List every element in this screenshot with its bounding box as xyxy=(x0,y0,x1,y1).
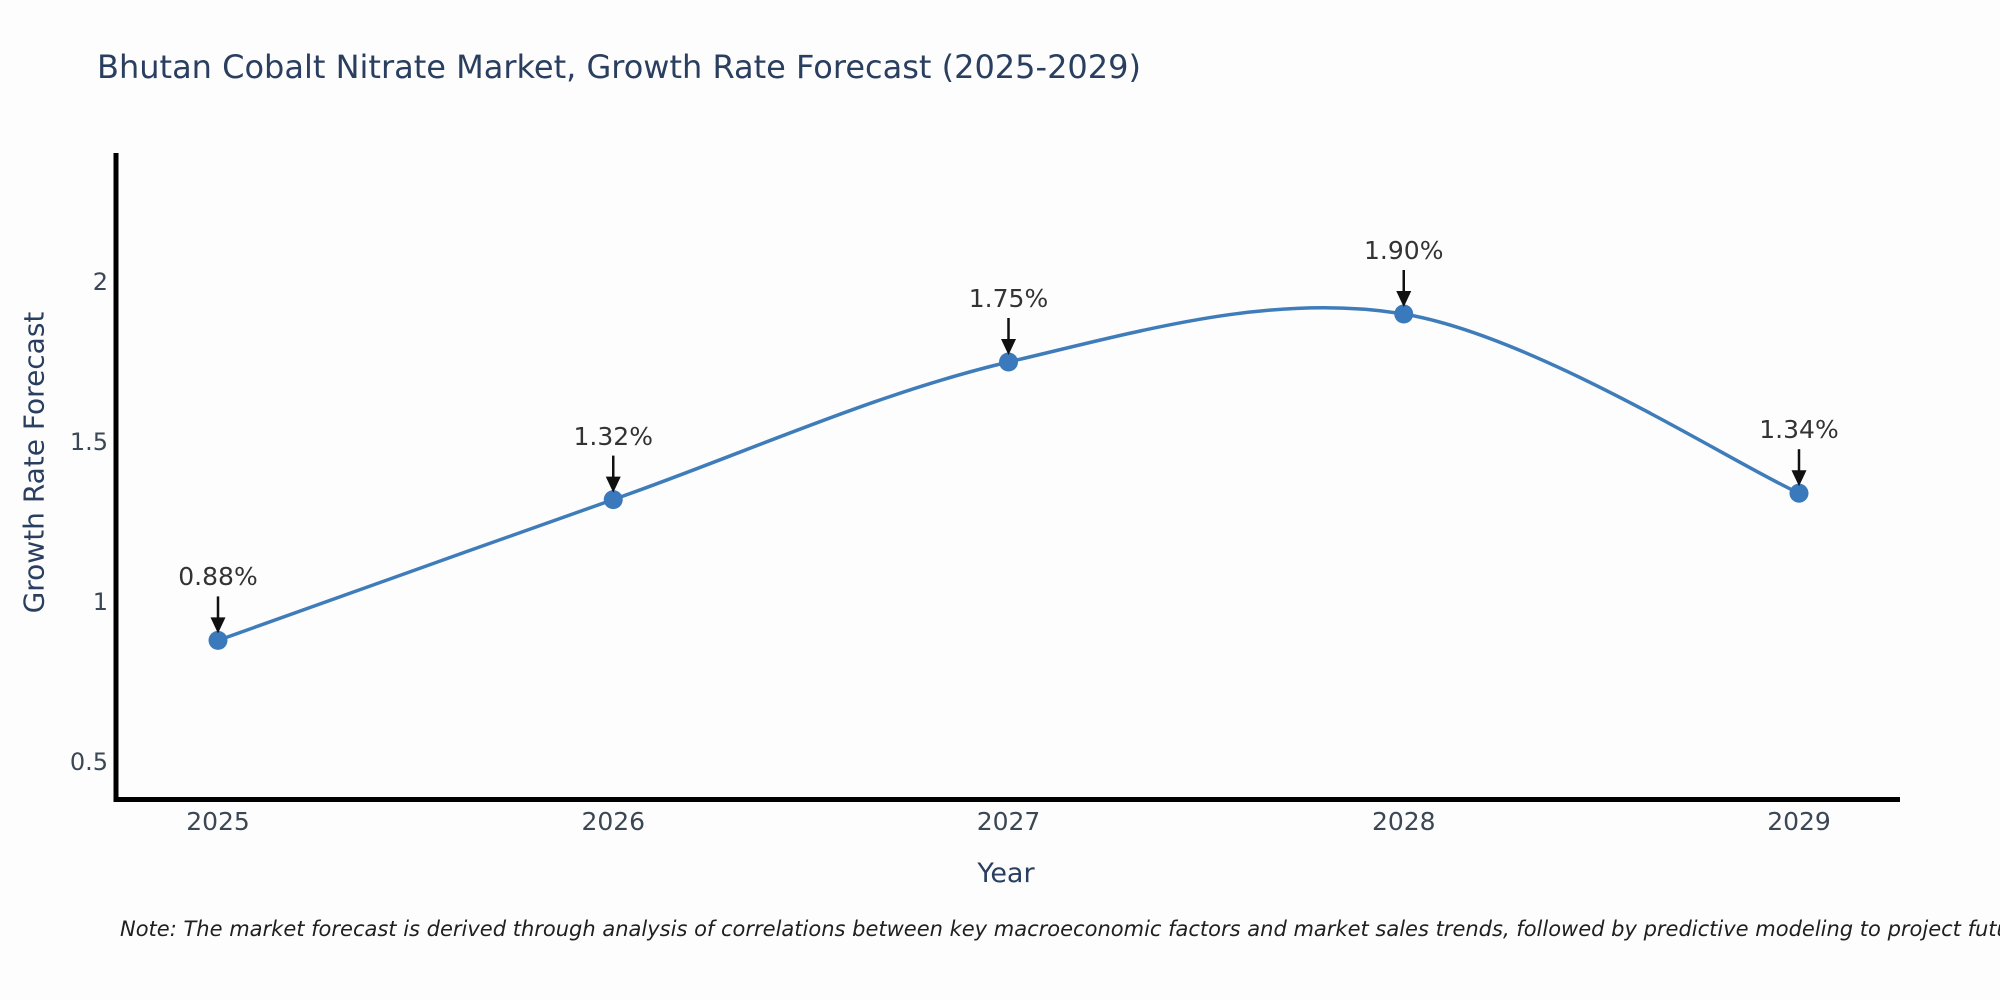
y-tick-label: 1 xyxy=(92,588,108,616)
annotation-arrow-head xyxy=(1396,291,1412,307)
y-tick-label: 2 xyxy=(92,268,108,296)
x-tick-label: 2025 xyxy=(186,807,250,836)
data-point-marker xyxy=(208,630,228,650)
annotation-arrow-head xyxy=(605,476,621,493)
data-point-marker xyxy=(603,490,623,510)
annotation-arrows xyxy=(210,270,1807,634)
data-point-marker xyxy=(1394,304,1414,324)
data-point-markers xyxy=(208,304,1809,650)
x-tick-label: 2029 xyxy=(1767,807,1831,836)
annotation-arrow-head xyxy=(1001,339,1016,355)
y-axis-label: Growth Rate Forecast xyxy=(17,311,51,614)
y-tick-label: 1.5 xyxy=(69,428,108,456)
x-tick-label: 2028 xyxy=(1371,807,1436,836)
data-point-marker xyxy=(1789,483,1809,503)
data-point-value-label: 1.90% xyxy=(1364,236,1444,265)
data-point-value-label: 0.88% xyxy=(178,562,258,592)
data-point-marker xyxy=(999,352,1018,372)
x-axis-label: Year xyxy=(977,858,1035,889)
x-tick-label: 2027 xyxy=(976,807,1041,836)
chart-title: Bhutan Cobalt Nitrate Market, Growth Rat… xyxy=(97,48,1141,86)
y-tick-label: 0.5 xyxy=(69,748,108,776)
annotation-arrow-head xyxy=(210,617,226,634)
data-point-value-label: 1.75% xyxy=(968,284,1049,313)
data-point-value-label: 1.34% xyxy=(1759,415,1839,445)
data-point-value-label: 1.32% xyxy=(573,421,653,451)
x-tick-label: 2026 xyxy=(581,807,646,836)
annotation-arrow-head xyxy=(1791,470,1807,487)
footnote-text: Note: The market forecast is derived thr… xyxy=(120,917,2000,941)
